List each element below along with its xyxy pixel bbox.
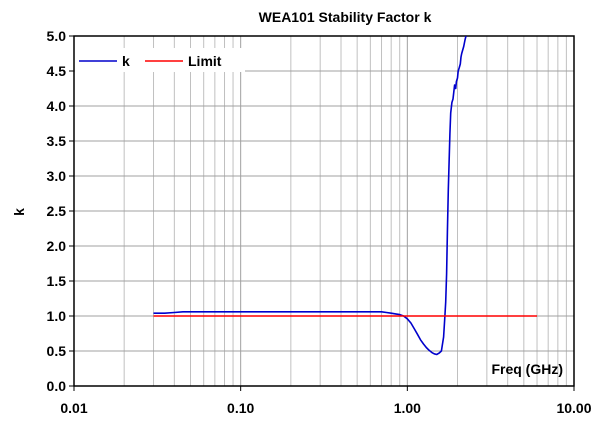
grid bbox=[73, 35, 574, 387]
series-line-k bbox=[153, 36, 467, 356]
y-tick-label: 0.0 bbox=[47, 378, 67, 394]
y-tick-label: 4.5 bbox=[47, 63, 67, 79]
y-tick-label: 4.0 bbox=[47, 98, 67, 114]
x-tick-label: 1.00 bbox=[394, 400, 421, 416]
x-tick-label: 0.10 bbox=[227, 400, 254, 416]
legend-background bbox=[75, 48, 245, 72]
legend-label: k bbox=[122, 53, 130, 69]
y-tick-label: 5.0 bbox=[47, 28, 67, 44]
y-tick-label: 0.5 bbox=[47, 343, 67, 359]
y-tick-label: 2.0 bbox=[47, 238, 67, 254]
chart-title: WEA101 Stability Factor k bbox=[259, 9, 432, 25]
x-axis-label: Freq (GHz) bbox=[491, 361, 563, 377]
y-tick-label: 1.5 bbox=[47, 273, 67, 289]
axes: 0.0 0.5 1.0 1.5 2.0 2.5 3.0 3.5 4.0 4.5 5.0 0.01 0.1… bbox=[47, 28, 592, 416]
y-axis-label: k bbox=[11, 208, 27, 216]
series-lines bbox=[153, 36, 537, 356]
legend: k Limit bbox=[75, 48, 245, 72]
legend-label: Limit bbox=[188, 53, 222, 69]
y-tick-label: 2.5 bbox=[47, 203, 67, 219]
y-tick-label: 3.5 bbox=[47, 133, 67, 149]
y-tick-label: 1.0 bbox=[47, 308, 67, 324]
x-tick-label: 10.00 bbox=[556, 400, 591, 416]
x-tick-label: 0.01 bbox=[60, 400, 87, 416]
y-tick-label: 3.0 bbox=[47, 168, 67, 184]
